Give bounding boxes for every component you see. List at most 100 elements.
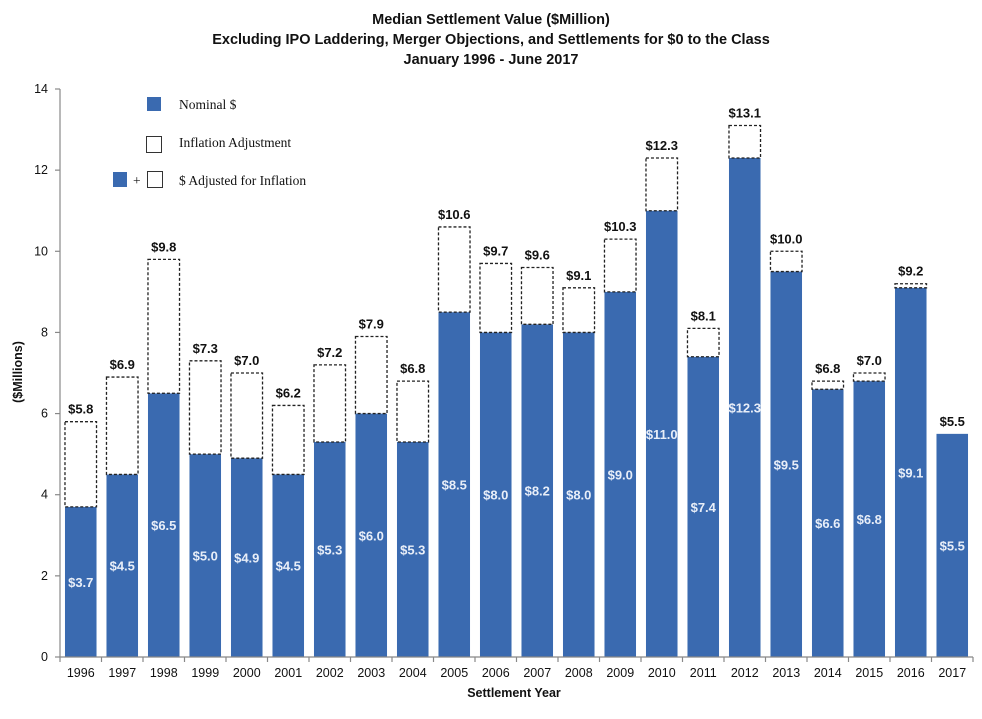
data-label-nominal: $6.5: [151, 518, 176, 533]
data-label-adjusted: $10.6: [438, 207, 471, 222]
y-axis-label: ($Millions): [11, 341, 25, 403]
data-label-adjusted: $10.0: [770, 231, 803, 246]
data-label-nominal: $9.0: [608, 467, 633, 482]
x-tick-label: 2001: [274, 666, 302, 680]
data-label-adjusted: $6.2: [276, 385, 301, 400]
legend-label-adjustment: Inflation Adjustment: [179, 135, 291, 150]
bar-inflation-adjustment: [313, 364, 347, 443]
bar-inflation-adjustment: [105, 376, 139, 476]
data-label-adjusted: $6.8: [815, 361, 840, 376]
data-label-nominal: $5.0: [193, 549, 218, 564]
bar-inflation-adjustment: [354, 335, 388, 415]
data-label-nominal: $11.0: [646, 427, 678, 442]
x-axis: 1996 1997 1998 1999 2000 2001 2002 2003 2004 2005…: [59, 656, 974, 680]
y-tick-label: 14: [34, 82, 48, 96]
bar-inflation-adjustment: [437, 226, 471, 313]
bar-nominal: [728, 157, 761, 657]
y-tick-label: 8: [41, 325, 48, 339]
data-label-adjusted: $9.6: [525, 248, 550, 263]
bar-nominal: [562, 332, 595, 657]
bar-nominal: [645, 210, 678, 657]
bar-inflation-adjustment: [686, 327, 720, 358]
chart-title: Median Settlement Value ($Million): [372, 12, 610, 28]
data-label-adjusted: $9.1: [566, 268, 591, 283]
x-tick-label: 2012: [731, 666, 759, 680]
bar-nominal: [687, 356, 720, 657]
bar-inflation-adjustment: [811, 380, 845, 390]
bar-inflation-adjustment: [728, 124, 762, 159]
x-tick-label: 2016: [897, 666, 925, 680]
data-label-adjusted: $12.3: [645, 138, 678, 153]
legend-plus: +: [133, 173, 141, 188]
bar-nominal: [811, 389, 844, 657]
chart-subtitle: Excluding IPO Laddering, Merger Objectio…: [212, 32, 770, 48]
bar-nominal: [147, 393, 180, 657]
data-label-adjusted: $9.7: [483, 243, 508, 258]
data-label-nominal: $7.4: [691, 500, 717, 515]
x-tick-label: 2010: [648, 666, 676, 680]
x-tick-label: 2015: [855, 666, 883, 680]
bar-nominal: [189, 454, 222, 657]
x-tick-label: 1999: [191, 666, 219, 680]
x-tick-label: 1996: [67, 666, 95, 680]
y-axis: 0 2 4 6 8 10 12 14: [34, 82, 61, 664]
x-tick-label: 2003: [357, 666, 385, 680]
data-label-adjusted: $5.5: [940, 414, 965, 429]
data-label-nominal: $6.0: [359, 528, 384, 543]
data-label-nominal: $8.2: [525, 484, 550, 499]
x-tick-label: 2002: [316, 666, 344, 680]
data-label-nominal: $8.0: [566, 488, 591, 503]
x-tick-label: 1998: [150, 666, 178, 680]
bar-inflation-adjustment: [230, 372, 264, 459]
y-tick-label: 0: [41, 650, 48, 664]
data-label-adjusted: $10.3: [604, 219, 637, 234]
data-label-adjusted: $5.8: [68, 402, 93, 417]
y-tick-label: 6: [41, 407, 48, 421]
bar-nominal: [313, 441, 346, 657]
data-label-nominal: $8.0: [483, 488, 508, 503]
bar-inflation-adjustment: [894, 283, 928, 289]
bar-inflation-adjustment: [271, 404, 305, 476]
x-axis-label: Settlement Year: [467, 686, 561, 700]
bar-nominal: [770, 271, 803, 657]
data-label-adjusted: $8.1: [691, 308, 716, 323]
data-label-nominal: $4.9: [234, 551, 259, 566]
x-tick-label: 2008: [565, 666, 593, 680]
legend-label-combined: $ Adjusted for Inflation: [179, 173, 306, 188]
bar-inflation-adjustment: [603, 238, 637, 293]
bar-nominal: [521, 324, 554, 657]
bar-inflation-adjustment: [852, 372, 886, 382]
data-label-adjusted: $13.1: [728, 106, 761, 121]
x-tick-label: 1997: [108, 666, 136, 680]
data-label-nominal: $5.5: [940, 538, 965, 553]
x-tick-label: 2009: [606, 666, 634, 680]
bar-inflation-adjustment: [479, 262, 513, 334]
x-tick-label: 2006: [482, 666, 510, 680]
data-label-adjusted: $6.8: [400, 361, 425, 376]
x-tick-label: 2017: [938, 666, 966, 680]
bar-nominal: [936, 433, 969, 657]
x-tick-label: 2013: [772, 666, 800, 680]
bar-nominal: [396, 441, 429, 657]
data-label-nominal: $6.8: [857, 512, 882, 527]
bar-inflation-adjustment: [147, 258, 181, 394]
y-tick-label: 2: [41, 569, 48, 583]
data-label-nominal: $12.3: [728, 400, 761, 415]
bars: $5.8 $3.7 $6.9 $4.5 $9.8 $6.5 $7.3 $5.0 $7.0 $4.9…: [64, 106, 969, 657]
bar-nominal: [894, 287, 927, 657]
data-label-adjusted: $9.2: [898, 264, 923, 279]
legend: Nominal $ Inflation Adjustment + $ Adjus…: [113, 97, 306, 188]
bar-inflation-adjustment: [769, 250, 803, 273]
x-tick-label: 2005: [440, 666, 468, 680]
x-tick-label: 2014: [814, 666, 842, 680]
bar-nominal: [355, 413, 388, 657]
bar-nominal: [106, 474, 139, 657]
bar-nominal: [479, 332, 512, 657]
legend-swatch-combined-adjustment: [147, 171, 163, 188]
bar-inflation-adjustment: [645, 157, 679, 212]
bar-nominal: [64, 506, 97, 657]
data-label-nominal: $5.3: [400, 542, 425, 557]
data-label-nominal: $6.6: [815, 516, 840, 531]
x-tick-label: 2007: [523, 666, 551, 680]
data-label-adjusted: $7.9: [359, 316, 384, 331]
